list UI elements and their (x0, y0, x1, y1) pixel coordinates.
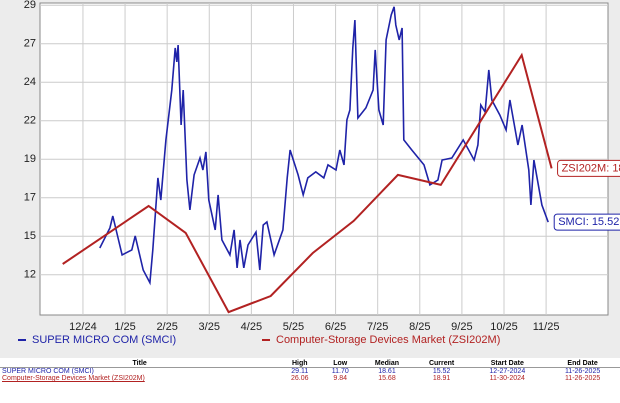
end-label-text: SMCI: 15.52 (558, 216, 619, 228)
x-tick-label: 8/25 (409, 321, 430, 333)
x-tick-label: 11/25 (533, 321, 560, 333)
column-header: Current (413, 360, 470, 368)
table-cell: 15.52 (432, 368, 451, 375)
table-cell: 26.06 (291, 375, 309, 382)
x-tick-label: 4/25 (241, 321, 262, 333)
x-tick-label: 7/25 (367, 321, 388, 333)
x-tick-label: 12/24 (69, 321, 97, 333)
table-cell: 11.70 (331, 368, 349, 375)
table-cell: 12-27-2024 (489, 368, 526, 375)
header-row: Title High Low Median Current Start Date End D… (0, 360, 620, 368)
table-cell: 15.68 (378, 375, 396, 382)
table-cell: 11-30-2024 (489, 375, 525, 382)
line (99, 6, 549, 286)
x-tick-label: 2/25 (156, 321, 177, 333)
summary-table: Title High Low Median Current Start Date End D… (0, 360, 620, 382)
table-cell: 29.11 (291, 368, 309, 375)
legend-label: Computer-Storage Devices Market (ZSI202M… (276, 334, 500, 346)
column-header: Title (0, 360, 280, 368)
legend-label: SUPER MICRO COM (SMCI) (32, 334, 176, 346)
column-header: Median (360, 360, 414, 368)
end-label: ZSI202M: 18.91 (557, 159, 620, 177)
end-label-box (553, 213, 620, 231)
chart: 12 15 17 19 22 24 27 29 12/24 1/25 2/25 3/25 4/25 5/2… (0, 0, 620, 358)
y-tick-label: 29 (24, 0, 36, 11)
column-header: High (279, 360, 321, 368)
column-header: Low (320, 360, 361, 368)
y-tick-label: 12 (24, 269, 36, 281)
y-tick-label: 27 (24, 38, 36, 50)
x-tick-label: 5/25 (283, 321, 304, 333)
table-row: SUPER MICRO COM (SMCI) 29.11 11.70 18.61 15.… (0, 368, 620, 375)
table-cell: 9.84 (333, 375, 348, 382)
x-tick-label: 3/25 (199, 321, 220, 333)
y-tick-label: 17 (24, 192, 36, 204)
y-tick-label: 15 (24, 230, 36, 242)
column-header: Start Date (469, 360, 546, 368)
end-label-box (557, 159, 620, 177)
y-tick-label: 19 (24, 153, 36, 165)
end-label: SMCI: 15.52 (553, 213, 620, 231)
x-tick-label: 6/25 (325, 321, 346, 333)
line (62, 52, 553, 314)
x-tick-label: 10/25 (490, 321, 518, 333)
end-label-text: ZSI202M: 18.91 (562, 162, 620, 174)
y-tick-label: 22 (24, 115, 36, 127)
table-cell: 18.61 (378, 368, 396, 375)
x-tick-label: 1/25 (114, 321, 135, 333)
table-cell: 11-26-2025 (564, 368, 601, 375)
table-cell: Computer-Storage Devices Market (ZSI202M… (2, 375, 145, 382)
column-header: End Date (545, 360, 620, 368)
x-tick-label: 9/25 (451, 321, 472, 333)
table-cell: 11-26-2025 (564, 375, 601, 382)
table-cell: 18.91 (432, 375, 451, 382)
y-tick-label: 24 (24, 76, 36, 88)
table-cell: SUPER MICRO COM (SMCI) (2, 368, 94, 375)
table-row: Computer-Storage Devices Market (ZSI202M… (0, 375, 620, 382)
